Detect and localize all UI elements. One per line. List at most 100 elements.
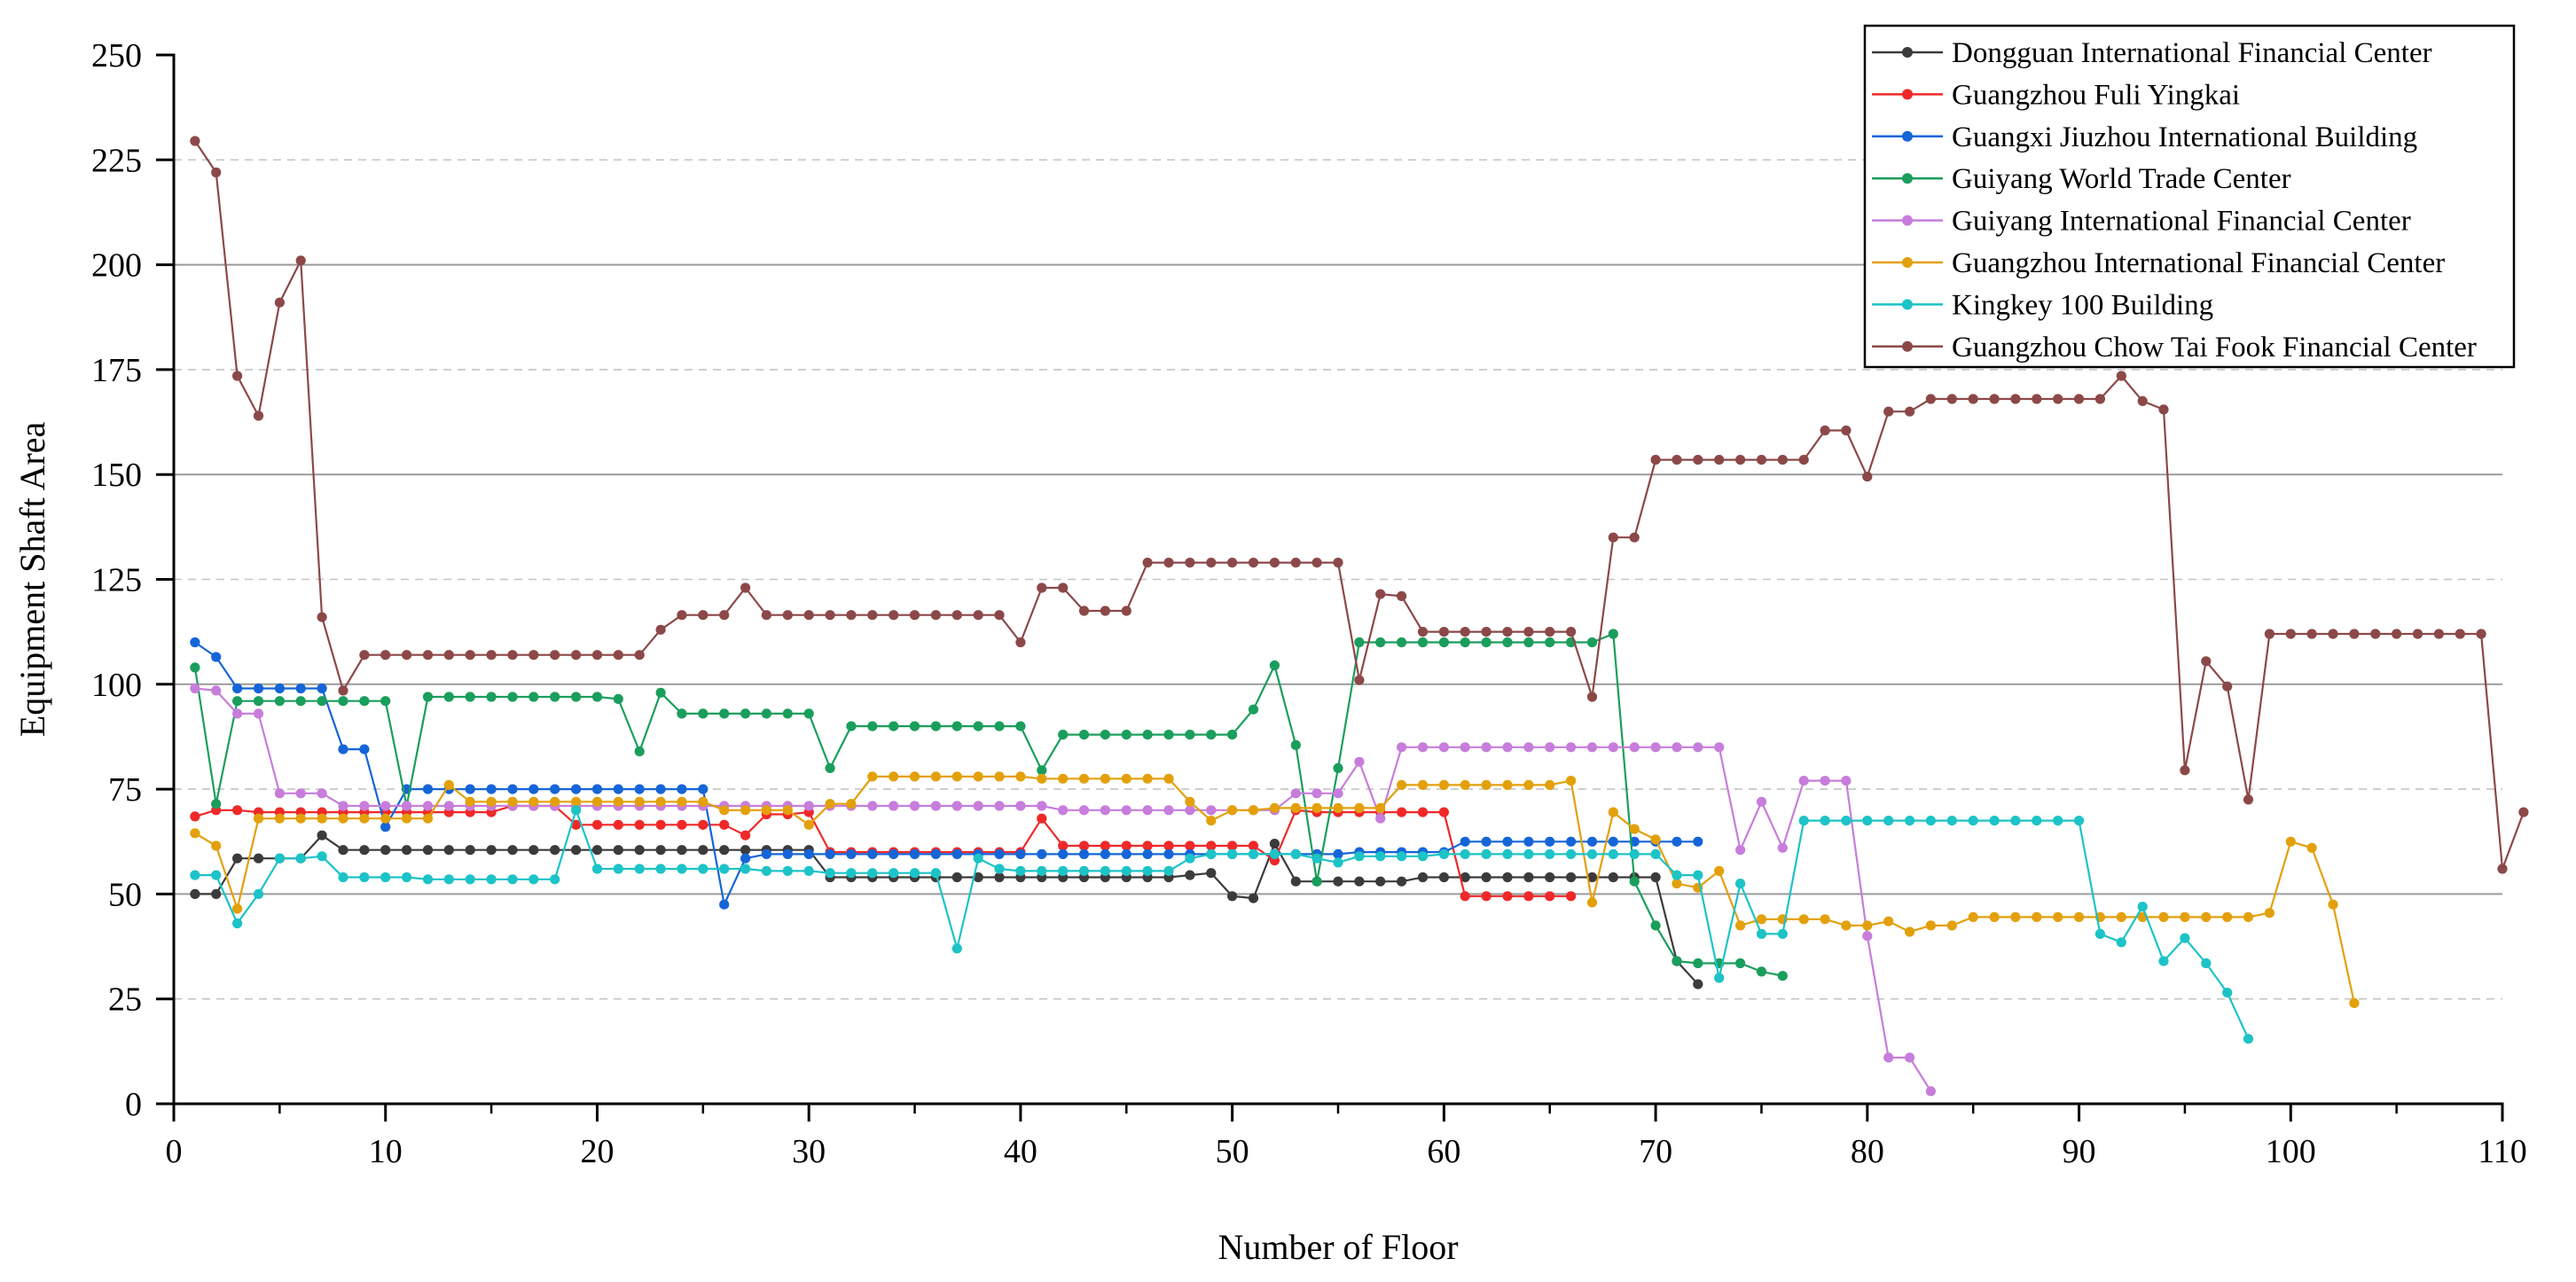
data-point bbox=[973, 853, 983, 864]
data-point bbox=[2285, 629, 2296, 639]
data-point bbox=[2010, 394, 2021, 404]
data-point bbox=[655, 687, 666, 698]
data-point bbox=[2094, 928, 2105, 939]
data-point bbox=[1502, 779, 1513, 791]
data-point bbox=[1333, 802, 1343, 814]
data-point bbox=[2412, 629, 2423, 639]
data-point bbox=[698, 784, 709, 794]
data-point bbox=[295, 683, 306, 694]
data-point bbox=[422, 801, 434, 811]
data-point bbox=[1905, 926, 1915, 937]
data-point bbox=[973, 771, 983, 782]
series-lines bbox=[190, 136, 2529, 1097]
data-point bbox=[740, 830, 751, 840]
data-point bbox=[338, 744, 348, 754]
data-point bbox=[317, 788, 327, 799]
data-point bbox=[1586, 742, 1598, 753]
data-point bbox=[1481, 637, 1492, 648]
data-point bbox=[1820, 816, 1830, 826]
data-point bbox=[1883, 1052, 1894, 1063]
data-point bbox=[1142, 840, 1153, 851]
data-point bbox=[571, 819, 582, 830]
data-point bbox=[994, 864, 1005, 874]
data-point bbox=[486, 692, 497, 702]
data-point bbox=[2222, 988, 2233, 998]
data-point bbox=[2180, 911, 2190, 922]
x-tick-label: 50 bbox=[1216, 1133, 1249, 1170]
data-point bbox=[1397, 742, 1407, 753]
data-point bbox=[1756, 796, 1767, 807]
data-point bbox=[465, 845, 475, 856]
data-point bbox=[1078, 730, 1090, 740]
data-point bbox=[1862, 931, 1873, 942]
data-point bbox=[846, 610, 857, 621]
legend-box bbox=[1863, 24, 2516, 369]
legend-item-6: Guangzhou International Financial Center bbox=[1872, 247, 2445, 279]
data-point bbox=[317, 696, 327, 707]
data-point bbox=[1397, 876, 1407, 887]
data-point bbox=[1163, 840, 1174, 851]
data-point bbox=[529, 784, 539, 794]
data-point bbox=[951, 801, 962, 811]
data-point bbox=[1163, 848, 1174, 860]
y-tick-label: 0 bbox=[125, 1086, 142, 1123]
data-point bbox=[1227, 805, 1238, 816]
data-point bbox=[232, 683, 243, 694]
data-point bbox=[274, 853, 285, 864]
data-point bbox=[1735, 958, 1746, 969]
data-point bbox=[1078, 805, 1090, 816]
data-point bbox=[634, 650, 645, 661]
data-point bbox=[909, 801, 920, 811]
data-point bbox=[1777, 842, 1788, 853]
data-point bbox=[1121, 848, 1131, 860]
data-point bbox=[825, 848, 835, 860]
data-point bbox=[338, 813, 348, 824]
data-point bbox=[1672, 836, 1682, 847]
data-point bbox=[232, 918, 243, 929]
data-point bbox=[550, 692, 560, 702]
data-point bbox=[889, 868, 899, 879]
data-point bbox=[338, 696, 348, 707]
data-point bbox=[740, 864, 751, 874]
data-point bbox=[550, 874, 560, 885]
data-point bbox=[1078, 606, 1090, 616]
data-point bbox=[232, 696, 243, 707]
data-point bbox=[1545, 836, 1555, 847]
data-point bbox=[1438, 807, 1449, 817]
data-point bbox=[2518, 807, 2529, 817]
data-point bbox=[655, 819, 666, 830]
data-point bbox=[1375, 589, 1386, 599]
data-point bbox=[1502, 627, 1513, 637]
legend-label: Guiyang World Trade Center bbox=[1952, 163, 2291, 195]
data-point bbox=[1862, 920, 1873, 931]
data-point bbox=[2053, 816, 2063, 826]
data-point bbox=[889, 610, 899, 621]
data-point bbox=[1566, 627, 1577, 637]
data-point bbox=[1523, 848, 1534, 860]
data-point bbox=[1354, 637, 1365, 648]
data-point bbox=[1037, 848, 1047, 860]
legend-item-3: Guangxi Jiuzhou International Building bbox=[1872, 121, 2417, 153]
data-point bbox=[1206, 848, 1217, 860]
data-point bbox=[1481, 627, 1492, 637]
data-point bbox=[1968, 816, 1978, 826]
data-point bbox=[486, 650, 497, 661]
data-point bbox=[1185, 730, 1195, 740]
data-point bbox=[677, 784, 687, 794]
data-point bbox=[1481, 891, 1492, 902]
x-tick-label: 20 bbox=[580, 1133, 614, 1170]
data-point bbox=[1925, 920, 1936, 931]
data-point bbox=[1523, 627, 1534, 637]
y-tick-label: 225 bbox=[91, 142, 142, 179]
data-point bbox=[1608, 807, 1618, 817]
data-point bbox=[2094, 394, 2105, 404]
data-point bbox=[1058, 582, 1069, 593]
data-point bbox=[1290, 558, 1301, 568]
data-point bbox=[1142, 805, 1153, 816]
data-point bbox=[507, 692, 518, 702]
data-point bbox=[211, 799, 222, 809]
data-point bbox=[613, 819, 623, 830]
data-point bbox=[1566, 836, 1577, 847]
data-point bbox=[909, 721, 920, 731]
data-point bbox=[613, 796, 623, 807]
